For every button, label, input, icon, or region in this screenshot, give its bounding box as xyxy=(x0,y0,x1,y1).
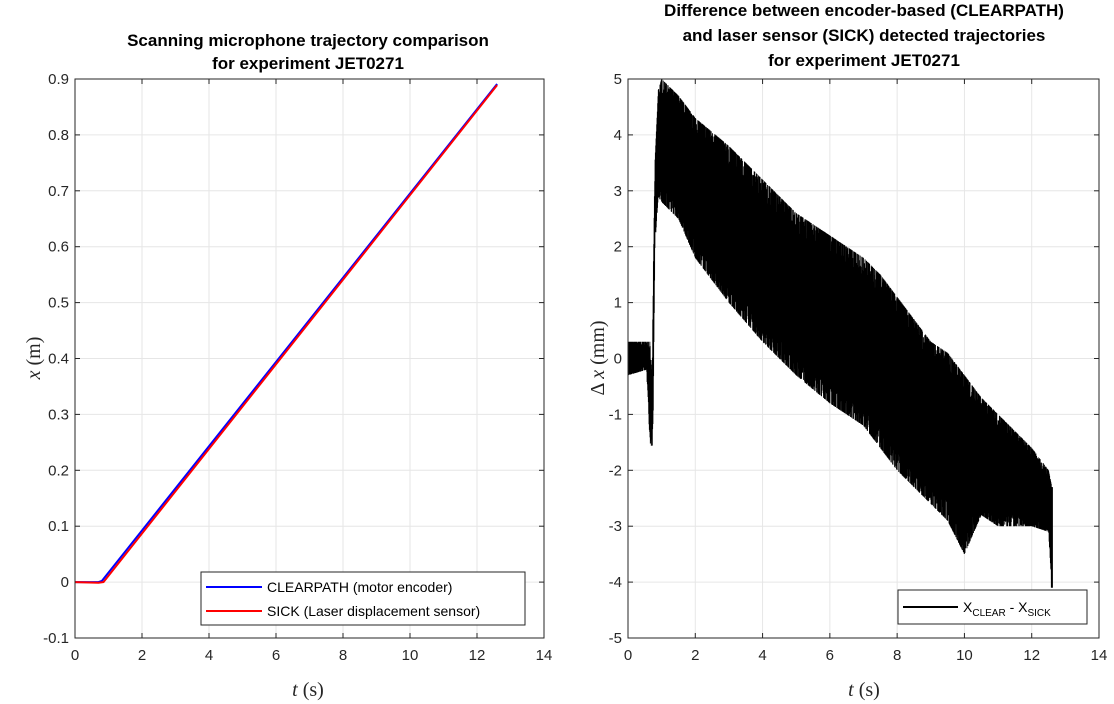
y-axis-label: Δ x (mm) xyxy=(587,320,609,395)
x-tick-label: 6 xyxy=(272,647,280,664)
x-tick-label: 2 xyxy=(138,647,146,664)
x-tick-label: 14 xyxy=(536,647,553,664)
y-tick-label: 0.1 xyxy=(48,518,69,535)
y-tick-label: 1 xyxy=(614,295,622,312)
legend: XCLEAR - XSICK xyxy=(897,589,1088,625)
x-tick-label: 6 xyxy=(826,647,834,664)
y-tick-labels: -5 -4 -3 -2 -1 0 1 2 3 4 5 xyxy=(609,71,622,647)
legend-label-clearpath: CLEARPATH (motor encoder) xyxy=(267,579,452,595)
legend-label-separator: - X xyxy=(1006,599,1028,615)
trajectory-difference-chart: Difference between encoder-based (CLEARP… xyxy=(587,1,1107,701)
x-tick-label: 10 xyxy=(956,647,973,664)
x-tick-labels: 0 2 4 6 8 10 12 14 xyxy=(71,647,553,664)
legend: CLEARPATH (motor encoder) SICK (Laser di… xyxy=(200,571,526,626)
y-tick-label: 0.5 xyxy=(48,295,69,312)
chart-title-line: and laser sensor (SICK) detected traject… xyxy=(683,26,1046,45)
y-tick-label: 3 xyxy=(614,183,622,200)
x-axis-label-unit: (s) xyxy=(859,679,880,701)
x-axis-label-var: t xyxy=(292,679,298,701)
grid xyxy=(74,78,545,639)
y-tick-label: -5 xyxy=(609,630,622,647)
y-tick-label: 2 xyxy=(614,239,622,256)
legend-box xyxy=(200,571,526,626)
y-tick-label: 0.7 xyxy=(48,183,69,200)
series-line xyxy=(74,84,498,584)
y-axis-label-var: x xyxy=(23,370,45,380)
x-tick-label: 4 xyxy=(205,647,213,664)
y-tick-label: 0 xyxy=(61,574,69,591)
y-tick-label: -4 xyxy=(609,574,622,591)
x-axis-label: t (s) xyxy=(292,679,324,701)
y-tick-label: -1 xyxy=(609,406,622,423)
x-tick-labels: 0 2 4 6 8 10 12 14 xyxy=(624,647,1108,664)
series-line xyxy=(75,83,498,584)
legend-label-sick: SICK (Laser displacement sensor) xyxy=(267,603,480,619)
x-tick-label: 2 xyxy=(691,647,699,664)
x-tick-label: 8 xyxy=(339,647,347,664)
chart-title-line: Difference between encoder-based (CLEARP… xyxy=(664,1,1064,20)
y-tick-label: 0.8 xyxy=(48,127,69,144)
plot-area-border xyxy=(74,78,545,639)
chart-title-line: for experiment JET0271 xyxy=(212,54,404,73)
y-tick-label: 0.2 xyxy=(48,462,69,479)
y-tick-label: -0.1 xyxy=(43,630,69,647)
y-tick-label: 0.9 xyxy=(48,71,69,88)
y-tick-label: 0.4 xyxy=(48,351,69,368)
x-tick-label: 12 xyxy=(1023,647,1040,664)
y-tick-label: 5 xyxy=(614,71,622,88)
series-lines xyxy=(627,79,1053,588)
chart-title-line: for experiment JET0271 xyxy=(768,51,960,70)
legend-label-sub-sick: SICK xyxy=(1027,608,1051,619)
y-tick-labels: -0.1 0 0.1 0.2 0.3 0.4 0.5 0.6 0.7 0.8 0.9 xyxy=(43,71,69,647)
chart-title-line: Scanning microphone trajectory compariso… xyxy=(127,31,489,50)
x-tick-label: 0 xyxy=(71,647,79,664)
x-tick-label: 8 xyxy=(893,647,901,664)
x-tick-label: 10 xyxy=(402,647,419,664)
y-axis-label-var: x xyxy=(587,370,609,380)
y-axis-label-unit: (m) xyxy=(23,337,45,366)
y-tick-label: 0.3 xyxy=(48,406,69,423)
x-tick-label: 0 xyxy=(624,647,632,664)
plot-area-border xyxy=(627,78,1100,639)
y-tick-label: -2 xyxy=(609,462,622,479)
y-tick-label: 4 xyxy=(614,127,622,144)
y-tick-label: 0.6 xyxy=(48,239,69,256)
x-axis-label-var: t xyxy=(848,679,854,701)
y-tick-label: -3 xyxy=(609,518,622,535)
x-tick-label: 12 xyxy=(469,647,486,664)
x-axis-label-unit: (s) xyxy=(303,679,324,701)
x-tick-label: 14 xyxy=(1091,647,1108,664)
x-axis-label: t (s) xyxy=(848,679,880,701)
series-lines xyxy=(74,83,498,584)
y-axis-label-prefix: Δ xyxy=(587,383,609,396)
legend-label-difference: XCLEAR - XSICK xyxy=(963,599,1051,619)
legend-label-sub-clear: CLEAR xyxy=(972,608,1005,619)
y-axis-label-unit: (mm) xyxy=(587,320,609,364)
trajectory-comparison-chart: Scanning microphone trajectory compariso… xyxy=(23,31,552,701)
y-tick-label: 0 xyxy=(614,351,622,368)
legend-label-x: X xyxy=(963,599,973,615)
y-axis-label: x (m) xyxy=(23,337,45,381)
x-tick-label: 4 xyxy=(758,647,766,664)
series-line xyxy=(627,79,1053,585)
